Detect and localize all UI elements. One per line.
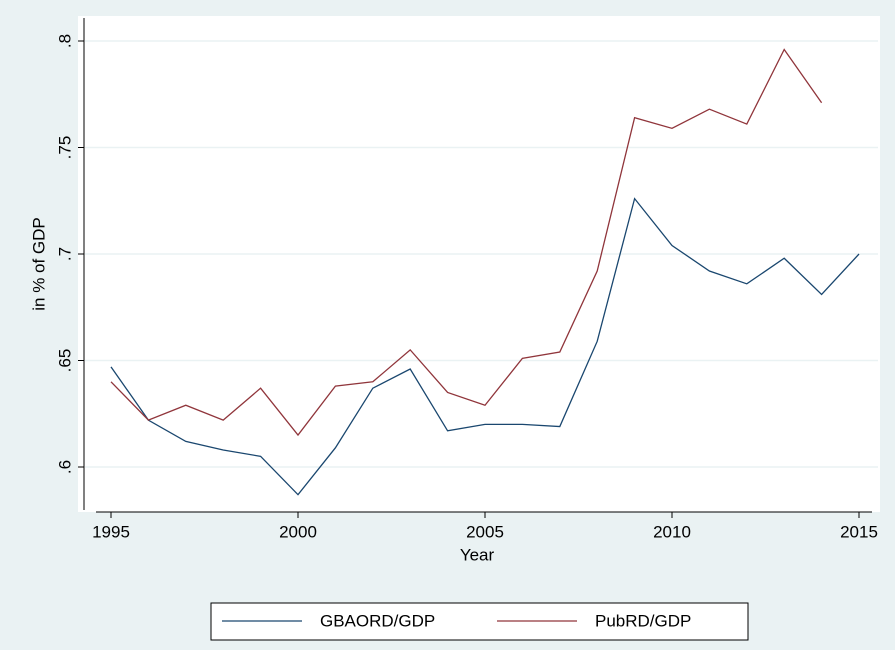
plot-region	[78, 16, 880, 512]
x-tick-label: 2005	[466, 522, 504, 541]
x-tick-label: 1995	[92, 522, 130, 541]
y-tick-label: .65	[55, 349, 74, 373]
y-tick-label: .6	[55, 460, 74, 474]
x-tick-label: 2010	[653, 522, 691, 541]
y-tick-label: .8	[55, 34, 74, 48]
x-tick-label: 2015	[840, 522, 878, 541]
y-tick-label: .7	[55, 247, 74, 261]
series-line	[110, 48, 823, 437]
series-line	[110, 197, 860, 496]
y-axis-label: in % of GDP	[29, 217, 48, 311]
x-tick-label: 2000	[279, 522, 317, 541]
x-axis-label: Year	[460, 545, 495, 564]
legend-label: PubRD/GDP	[595, 611, 691, 630]
y-tick-label: .75	[55, 136, 74, 160]
legend-label: GBAORD/GDP	[320, 611, 435, 630]
